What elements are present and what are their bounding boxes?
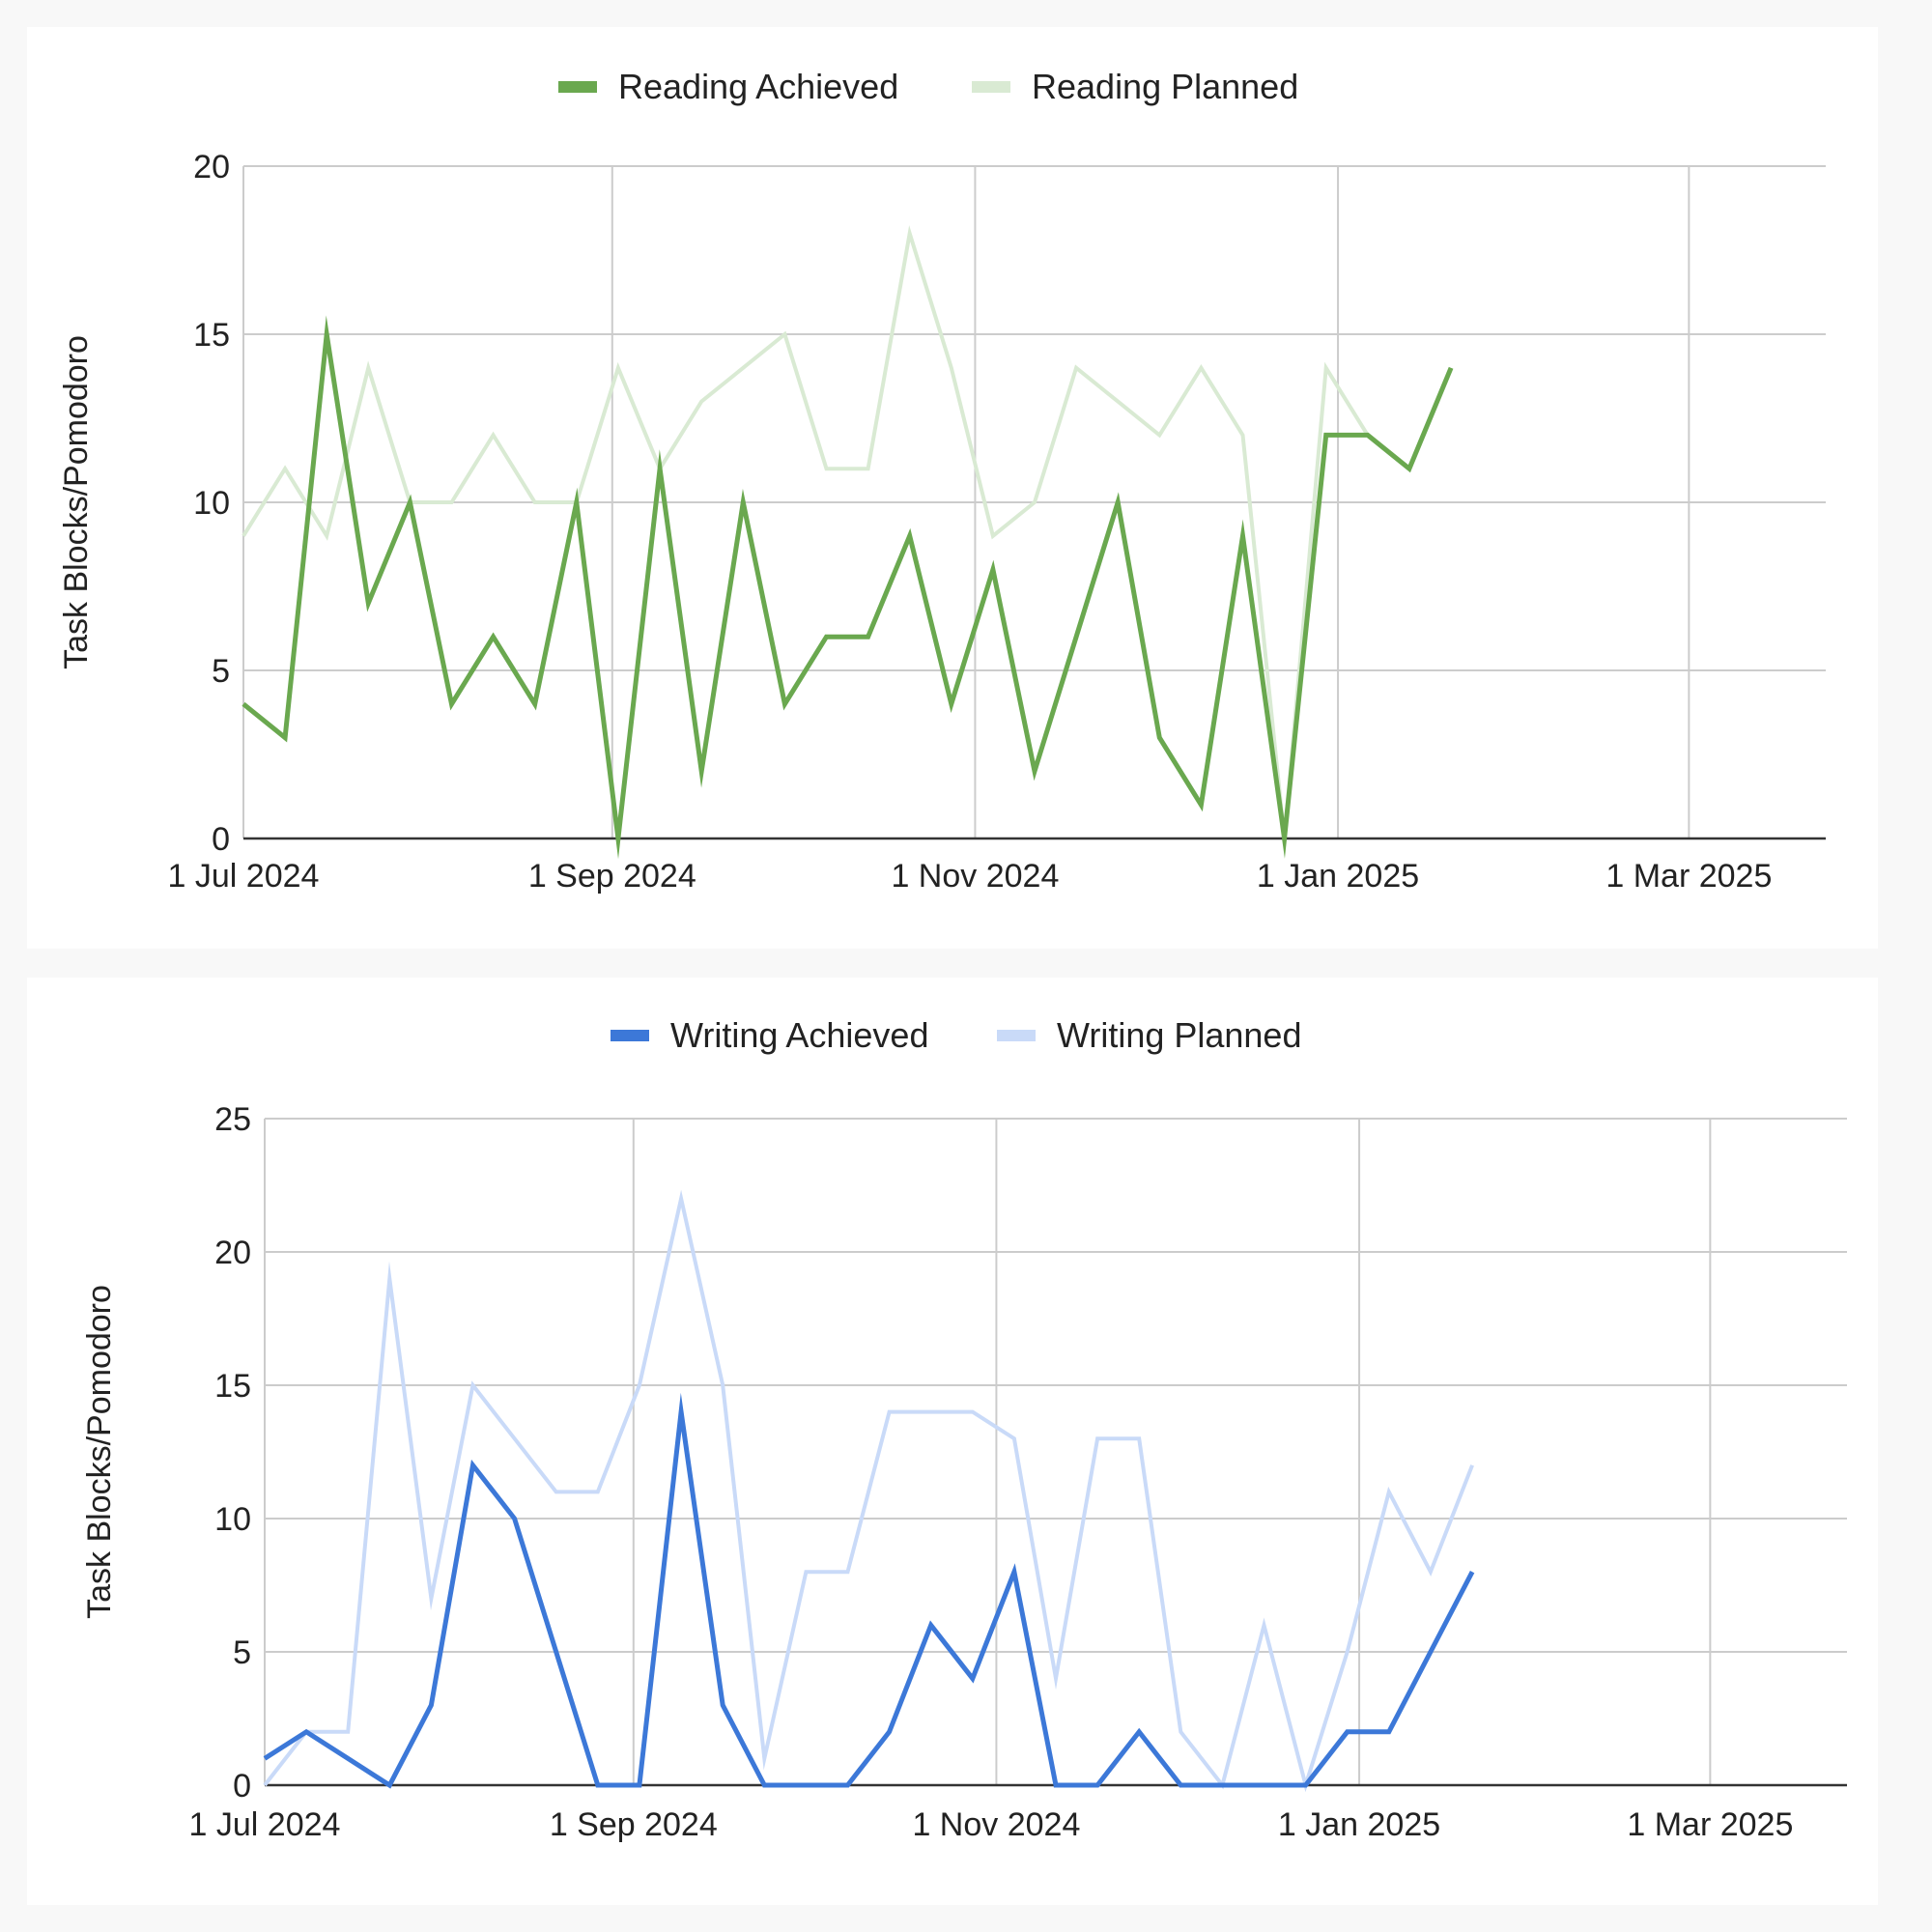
writing-legend-swatch: [997, 1030, 1036, 1041]
reading-x-tick-label: 1 Jul 2024: [168, 858, 320, 895]
reading-x-tick-label: 1 Jan 2025: [1257, 858, 1419, 895]
reading-chart: 0 5 10 15 20 1 Jul 2024 1 Sep 2024 1 Nov 2024 1 …: [58, 67, 1826, 895]
writing-y-tick-label: 5: [233, 1634, 251, 1671]
writing-legend-label: Writing Achieved: [670, 1015, 928, 1055]
reading-y-tick-label: 20: [193, 149, 230, 185]
reading-legend-label: Reading Planned: [1032, 67, 1298, 106]
reading-series-achieved-line: [242, 315, 1454, 860]
writing-legend-swatch: [611, 1030, 649, 1041]
writing-x-tick-label: 1 Nov 2024: [912, 1806, 1080, 1843]
writing-series-planned-line: [263, 1189, 1474, 1793]
writing-chart: 0 5 10 15 20 25 1 Jul 2024 1 Sep 2024 1 Nov 2024…: [81, 1015, 1847, 1843]
writing-y-tick-label: 0: [233, 1768, 251, 1804]
reading-y-tick-label: 0: [212, 821, 230, 858]
reading-y-tick-label: 5: [212, 653, 230, 690]
reading-chart-panel: 0 5 10 15 20 1 Jul 2024 1 Sep 2024 1 Nov 2024 1 …: [27, 27, 1878, 949]
reading-series-planned-line: [242, 225, 1370, 839]
reading-legend-swatch: [972, 81, 1010, 93]
reading-y-tick-label: 10: [193, 485, 230, 522]
writing-series-achieved-line: [263, 1392, 1475, 1789]
writing-y-tick-label: 25: [214, 1101, 251, 1138]
reading-x-tick-label: 1 Mar 2025: [1605, 858, 1772, 895]
writing-chart-panel: 0 5 10 15 20 25 1 Jul 2024 1 Sep 2024 1 Nov 2024…: [27, 978, 1878, 1905]
writing-x-tick-label: 1 Jul 2024: [189, 1806, 341, 1843]
writing-y-axis-title: Task Blocks/Pomodoro: [81, 1285, 118, 1619]
reading-x-tick-label: 1 Nov 2024: [891, 858, 1059, 895]
writing-x-tick-label: 1 Mar 2025: [1627, 1806, 1793, 1843]
writing-x-tick-label: 1 Jan 2025: [1278, 1806, 1440, 1843]
writing-x-tick-label: 1 Sep 2024: [550, 1806, 718, 1843]
writing-y-tick-label: 10: [214, 1501, 251, 1538]
reading-x-tick-label: 1 Sep 2024: [528, 858, 696, 895]
reading-y-tick-label: 15: [193, 317, 230, 354]
writing-y-tick-label: 15: [214, 1368, 251, 1405]
reading-y-axis-title: Task Blocks/Pomodoro: [58, 335, 95, 669]
writing-y-tick-label: 20: [214, 1235, 251, 1271]
reading-legend-label: Reading Achieved: [618, 67, 898, 106]
writing-legend-label: Writing Planned: [1057, 1015, 1301, 1055]
reading-legend-swatch: [558, 81, 597, 93]
